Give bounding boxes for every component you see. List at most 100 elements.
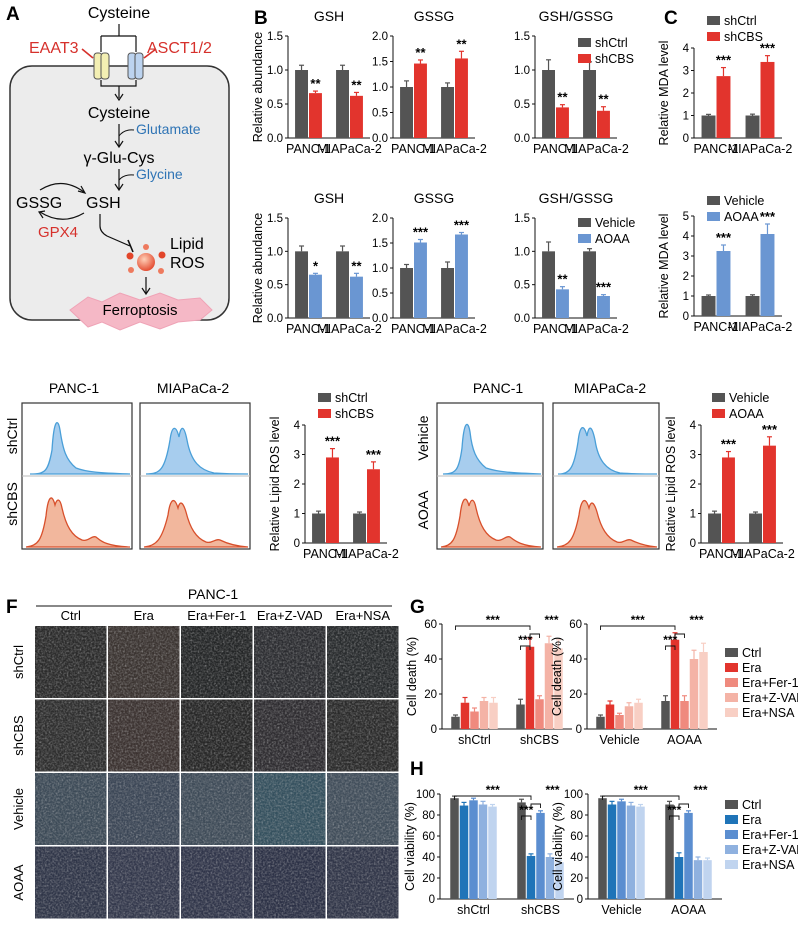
bar: [451, 716, 460, 729]
x-tick-label: PANC-1: [694, 142, 739, 156]
y-tick-label: 0: [429, 894, 435, 906]
y-axis-label: Relative Lipid ROS level: [268, 417, 282, 552]
legend-label: shCBS: [335, 407, 374, 421]
chart-b5: GSSG 0.0 0.5 1.0 1.5 2.0 PANC-1 *** MIAPaCa-2 ***: [372, 190, 487, 336]
flow-right: PANC-1 MIAPaCa-2 Vehicle AOAA: [415, 380, 660, 550]
bar: [636, 806, 645, 899]
x-tick-label: shCtrl: [457, 903, 490, 917]
bar: [309, 274, 322, 318]
x-tick-label: PANC-1: [699, 547, 744, 561]
x-tick-label: Vehicle: [601, 903, 641, 917]
y-tick-label: 40: [424, 654, 437, 666]
significance-label: ***: [486, 613, 500, 627]
y-tick-label: 3: [690, 450, 696, 462]
asct-transporter-icon: [127, 52, 144, 80]
legend-swatch: [725, 663, 738, 672]
bar: [478, 804, 488, 899]
x-tick-label: MIAPaCa-2: [334, 547, 399, 561]
legend-label: Vehicle: [729, 391, 769, 405]
significance-label: ***: [545, 783, 559, 797]
bar: [716, 76, 731, 138]
micrograph-texture: [327, 699, 399, 772]
legend-label: Era+Fer-1: [742, 676, 798, 690]
flow-row-label: AOAA: [415, 490, 431, 530]
y-tick-label: 1.5: [514, 213, 530, 225]
x-tick-label: MIAPaCa-2: [317, 322, 382, 336]
legend-swatch: [725, 815, 738, 824]
bar: [763, 445, 776, 543]
y-tick-label: 2: [683, 271, 689, 283]
significance-label: ***: [689, 613, 703, 627]
gsh-label: GSH: [86, 195, 121, 212]
y-tick-label: 100: [416, 789, 435, 801]
y-axis-label: Relative MDA level: [657, 214, 671, 319]
chart-c2: 0 1 2 3 4 5 Relative MDA level PANC-1 *** MIAPaCa…: [657, 194, 792, 334]
bar: [617, 801, 626, 899]
lipid-ros-icon: [126, 244, 166, 274]
legend-swatch: [712, 393, 725, 402]
significance-label: ***: [596, 280, 612, 295]
y-tick-label: 1: [690, 509, 696, 521]
bar: [441, 268, 454, 318]
bar: [615, 715, 624, 729]
legend-swatch: [578, 38, 591, 47]
panel-label-g: G: [410, 597, 425, 618]
y-tick-label: 1.0: [267, 246, 283, 258]
legend-swatch: [318, 409, 331, 418]
bar: [699, 652, 708, 729]
bar: [489, 702, 498, 729]
ferroptosis-label: Ferroptosis: [102, 302, 177, 319]
bar: [624, 706, 634, 729]
y-tick-label: 40: [569, 654, 582, 666]
legend-label: Era+Z-VAD: [742, 691, 798, 705]
legend-swatch: [707, 212, 720, 221]
bar: [597, 296, 610, 318]
y-axis-label: Relative Lipid ROS level: [664, 417, 678, 552]
flow-col-label: PANC-1: [49, 380, 100, 396]
y-tick-label: 2: [683, 88, 689, 100]
y-tick-label: 1.0: [372, 82, 388, 94]
bar: [605, 704, 615, 729]
histogram-vehicle-panc1: [442, 423, 542, 475]
significance-bracket: [530, 803, 541, 808]
eaat3-transporter-icon: [93, 52, 110, 80]
legend-label: shCBS: [595, 52, 634, 66]
bar: [470, 711, 479, 729]
x-tick-label: PANC-1: [286, 142, 331, 156]
flow-row-label: Vehicle: [415, 415, 431, 460]
x-tick-label: shCtrl: [458, 733, 491, 747]
bar: [350, 95, 363, 138]
legend-swatch: [578, 218, 591, 227]
gsh-to-gssg-arrow: [39, 211, 85, 220]
y-tick-label: 1.5: [514, 31, 530, 43]
bar: [680, 701, 689, 729]
bar: [597, 110, 610, 138]
micrograph-texture: [108, 626, 180, 698]
bar: [469, 800, 478, 899]
bar: [326, 457, 339, 543]
significance-label: ***: [760, 41, 776, 56]
legend-label: Era: [742, 813, 762, 827]
y-tick-label: 2: [294, 479, 300, 491]
bar: [607, 804, 617, 899]
y-tick-label: 0.0: [372, 313, 388, 325]
y-tick-label: 60: [570, 831, 583, 843]
y-tick-label: 0.5: [372, 288, 388, 300]
significance-label: ***: [325, 434, 341, 449]
bar: [701, 115, 716, 138]
bar: [661, 701, 670, 729]
legend-swatch: [725, 845, 738, 854]
legend-label: shCtrl: [595, 36, 628, 50]
flow-col-label: MIAPaCa-2: [157, 380, 230, 396]
legend-swatch: [318, 393, 331, 402]
bar: [684, 812, 693, 899]
legend-label: shCtrl: [335, 391, 368, 405]
y-tick-label: 0: [577, 894, 583, 906]
significance-label: ***: [366, 447, 382, 462]
legend-label: Ctrl: [742, 646, 761, 660]
bar: [526, 855, 536, 899]
import-lines: [100, 80, 137, 98]
